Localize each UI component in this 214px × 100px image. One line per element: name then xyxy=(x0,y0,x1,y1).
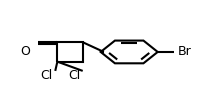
Text: Cl: Cl xyxy=(68,69,80,82)
Text: Br: Br xyxy=(178,45,192,58)
Text: O: O xyxy=(21,45,31,58)
Text: Cl: Cl xyxy=(41,69,53,82)
